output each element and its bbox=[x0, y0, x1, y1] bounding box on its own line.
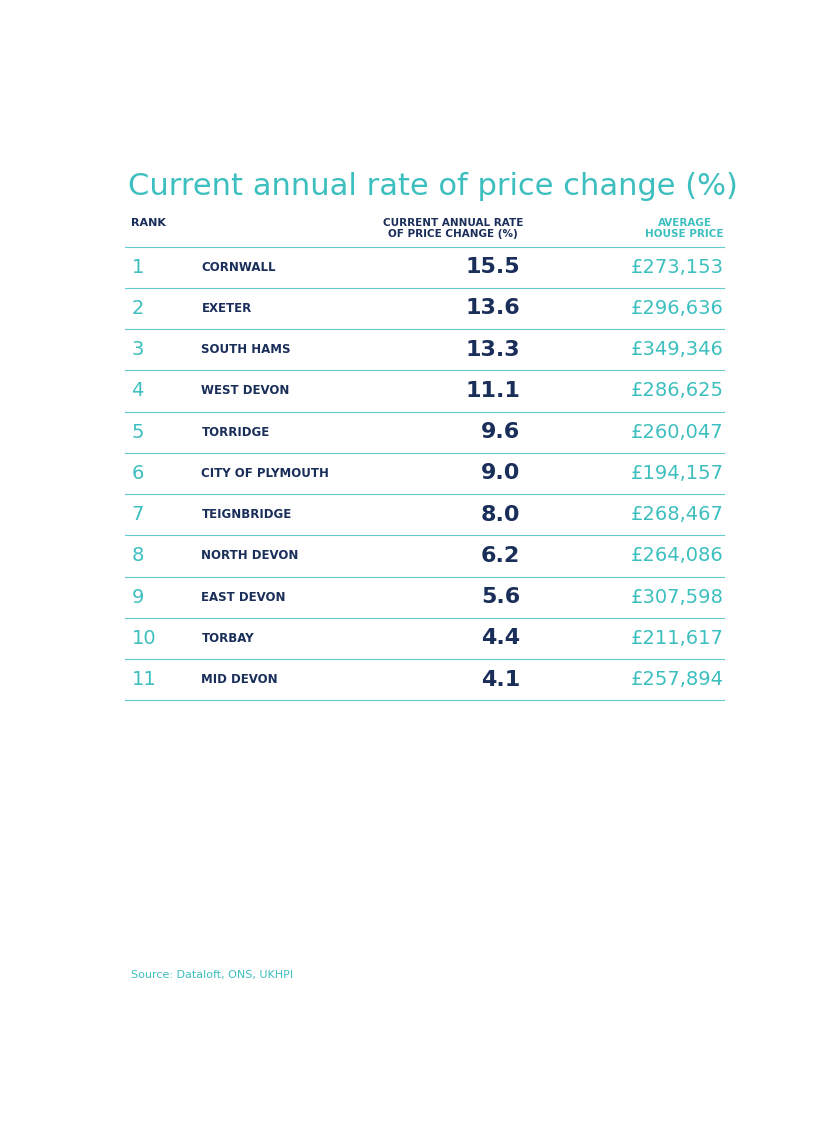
Text: TEIGNBRIDGE: TEIGNBRIDGE bbox=[201, 509, 292, 521]
Text: £260,047: £260,047 bbox=[631, 423, 724, 442]
Text: TORRIDGE: TORRIDGE bbox=[201, 425, 270, 439]
Text: Current annual rate of price change (%): Current annual rate of price change (%) bbox=[128, 171, 738, 201]
Text: £307,598: £307,598 bbox=[631, 588, 724, 607]
Text: 10: 10 bbox=[132, 629, 156, 647]
Text: AVERAGE
HOUSE PRICE: AVERAGE HOUSE PRICE bbox=[645, 218, 724, 239]
Text: MID DEVON: MID DEVON bbox=[201, 673, 278, 686]
Text: 9: 9 bbox=[132, 588, 144, 607]
Text: 11.1: 11.1 bbox=[465, 381, 520, 400]
Text: 6: 6 bbox=[132, 464, 144, 483]
Text: £296,636: £296,636 bbox=[631, 299, 724, 318]
Text: 5.6: 5.6 bbox=[481, 588, 520, 607]
Text: CURRENT ANNUAL RATE
OF PRICE CHANGE (%): CURRENT ANNUAL RATE OF PRICE CHANGE (%) bbox=[383, 218, 524, 239]
Text: Source: Dataloft, ONS, UKHPI: Source: Dataloft, ONS, UKHPI bbox=[132, 970, 293, 979]
Text: 13.3: 13.3 bbox=[465, 340, 520, 360]
Text: NORTH DEVON: NORTH DEVON bbox=[201, 549, 299, 563]
Text: WEST DEVON: WEST DEVON bbox=[201, 385, 290, 397]
Text: £349,346: £349,346 bbox=[631, 341, 724, 359]
Text: £211,617: £211,617 bbox=[631, 629, 724, 647]
Text: 4: 4 bbox=[132, 381, 144, 400]
Text: £194,157: £194,157 bbox=[630, 464, 724, 483]
Text: 13.6: 13.6 bbox=[465, 299, 520, 318]
Text: £273,153: £273,153 bbox=[630, 257, 724, 276]
Text: 8.0: 8.0 bbox=[481, 504, 520, 525]
Text: 7: 7 bbox=[132, 505, 144, 525]
Text: 11: 11 bbox=[132, 670, 156, 689]
Text: 2: 2 bbox=[132, 299, 144, 318]
Text: £257,894: £257,894 bbox=[630, 670, 724, 689]
Text: 3: 3 bbox=[132, 341, 144, 359]
Text: TORBAY: TORBAY bbox=[201, 632, 254, 645]
Text: 5: 5 bbox=[132, 423, 144, 442]
Text: 8: 8 bbox=[132, 546, 144, 565]
Text: 9.0: 9.0 bbox=[481, 464, 520, 484]
Text: 4.4: 4.4 bbox=[481, 628, 520, 649]
Text: £286,625: £286,625 bbox=[630, 381, 724, 400]
Text: £268,467: £268,467 bbox=[631, 505, 724, 525]
Text: CITY OF PLYMOUTH: CITY OF PLYMOUTH bbox=[201, 467, 330, 479]
Text: 15.5: 15.5 bbox=[465, 257, 520, 277]
Text: 1: 1 bbox=[132, 257, 144, 276]
Text: 9.6: 9.6 bbox=[481, 422, 520, 442]
Text: 6.2: 6.2 bbox=[481, 546, 520, 566]
Text: 4.1: 4.1 bbox=[481, 670, 520, 689]
Text: SOUTH HAMS: SOUTH HAMS bbox=[201, 343, 291, 356]
Text: EAST DEVON: EAST DEVON bbox=[201, 591, 286, 603]
Text: EXETER: EXETER bbox=[201, 302, 252, 315]
Text: RANK: RANK bbox=[132, 218, 166, 228]
Text: £264,086: £264,086 bbox=[631, 546, 724, 565]
Text: CORNWALL: CORNWALL bbox=[201, 261, 276, 274]
